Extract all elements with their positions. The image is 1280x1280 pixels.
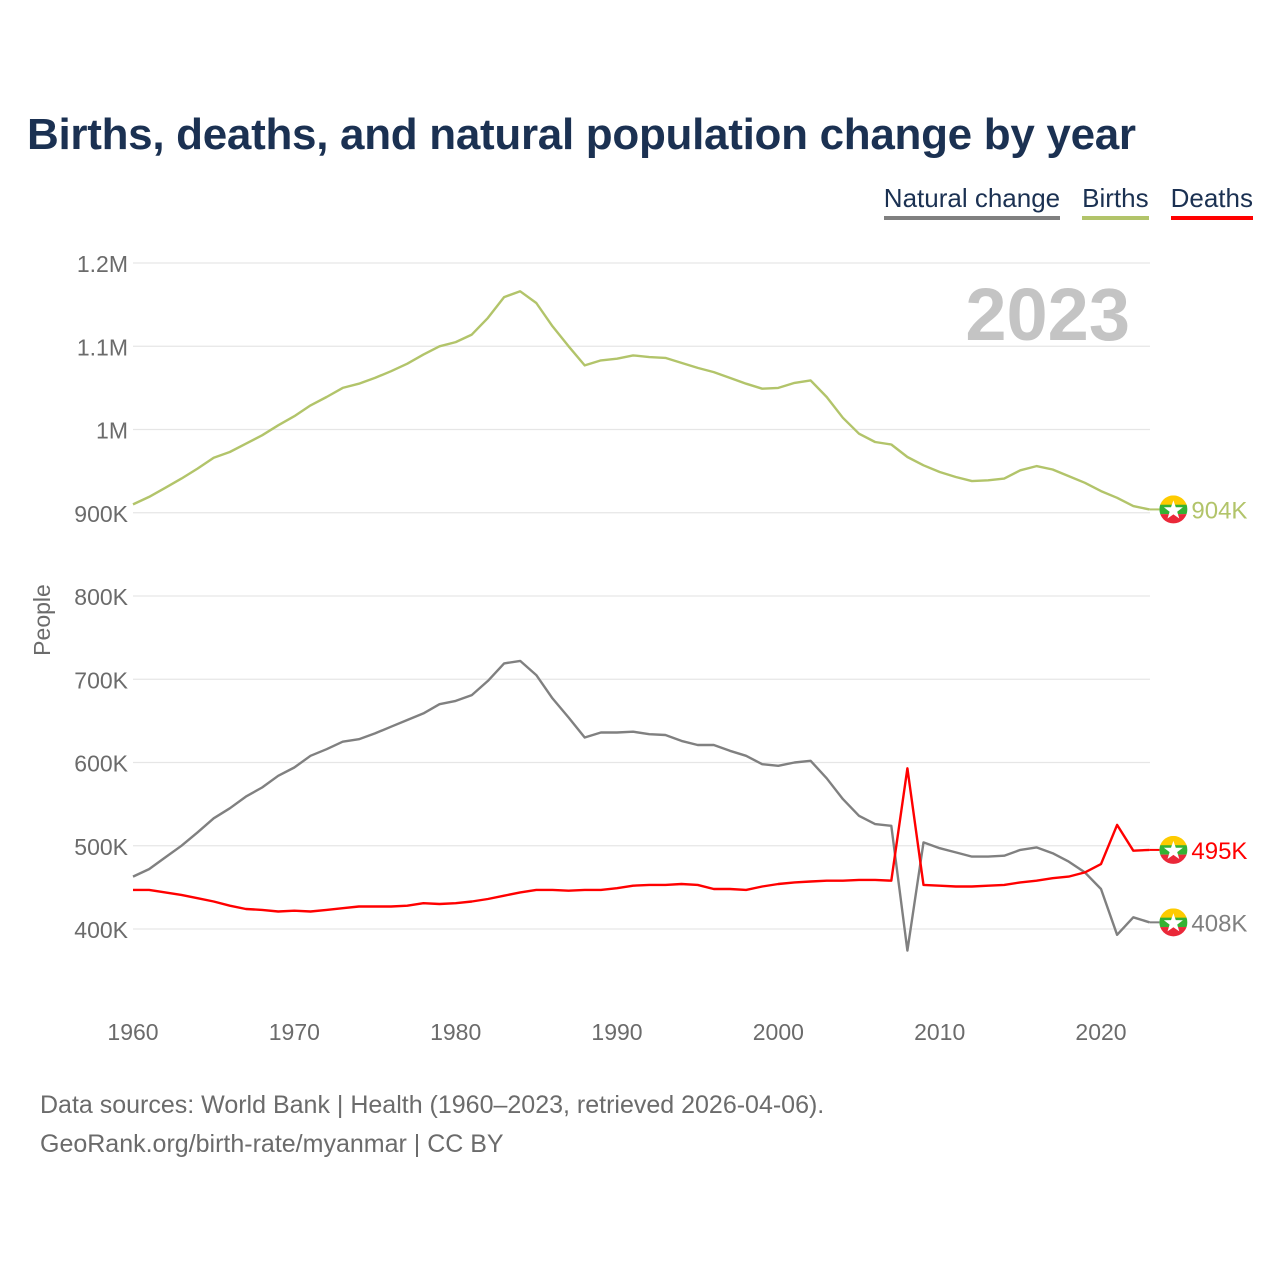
legend: Natural change Births Deaths bbox=[883, 183, 1253, 220]
y-axis: 400K 500K 600K 700K 800K 900K 1M 1.1M 1.2M bbox=[74, 251, 128, 943]
x-tick-label: 1960 bbox=[107, 1019, 158, 1045]
flag-stripe-red bbox=[1159, 514, 1188, 524]
legend-births[interactable]: Births bbox=[1082, 183, 1149, 220]
footer: Data sources: World Bank | Health (1960–… bbox=[40, 1086, 824, 1164]
series-line-births bbox=[132, 290, 1150, 511]
series-line-deaths bbox=[133, 767, 1150, 913]
y-tick-label: 1.2M bbox=[77, 251, 128, 277]
year-watermark: 2023 bbox=[965, 273, 1130, 356]
series-lines bbox=[132, 290, 1150, 952]
star-icon bbox=[1163, 840, 1183, 859]
legend-natural-change[interactable]: Natural change bbox=[883, 183, 1061, 220]
x-tick-label: 1980 bbox=[430, 1019, 481, 1045]
end-label: 495K bbox=[1191, 838, 1247, 865]
y-tick-label: 400K bbox=[74, 917, 128, 943]
y-tick-label: 800K bbox=[74, 584, 128, 610]
star-icon bbox=[1163, 500, 1183, 519]
flag-stripe-red bbox=[1159, 927, 1188, 937]
chart-title: Births, deaths, and natural population c… bbox=[27, 110, 1136, 159]
x-tick-label: 2010 bbox=[914, 1019, 965, 1045]
y-axis-label: People bbox=[29, 584, 55, 656]
myanmar-flag-icon bbox=[1159, 495, 1188, 524]
data-source: Data sources: World Bank | Health (1960–… bbox=[40, 1091, 825, 1119]
flag-stripe-red bbox=[1159, 854, 1188, 864]
series-line-natural-change bbox=[132, 659, 1150, 952]
y-tick-label: 1M bbox=[96, 418, 128, 444]
source-link[interactable]: GeoRank.org/birth-rate/myanmar | CC BY bbox=[40, 1130, 504, 1158]
y-tick-label: 1.1M bbox=[77, 334, 128, 360]
myanmar-flag-icon bbox=[1159, 835, 1188, 864]
x-tick-label: 1970 bbox=[269, 1019, 320, 1045]
end-label: 408K bbox=[1191, 910, 1247, 937]
grid bbox=[133, 262, 1150, 930]
myanmar-flag-icon bbox=[1159, 908, 1188, 937]
end-label: 904K bbox=[1191, 497, 1247, 524]
star-icon bbox=[1163, 913, 1183, 932]
x-tick-label: 2000 bbox=[753, 1019, 804, 1045]
y-tick-label: 500K bbox=[74, 834, 128, 860]
x-tick-label: 1990 bbox=[591, 1019, 642, 1045]
legend-deaths[interactable]: Deaths bbox=[1170, 183, 1253, 220]
y-tick-label: 900K bbox=[74, 501, 128, 527]
end-markers: 408K 904K 495K bbox=[1149, 495, 1247, 937]
x-tick-label: 2020 bbox=[1075, 1019, 1126, 1045]
x-axis: 1960 1970 1980 1990 2000 2010 2020 bbox=[107, 1019, 1126, 1045]
y-tick-label: 700K bbox=[74, 667, 128, 693]
y-tick-label: 600K bbox=[74, 751, 128, 777]
